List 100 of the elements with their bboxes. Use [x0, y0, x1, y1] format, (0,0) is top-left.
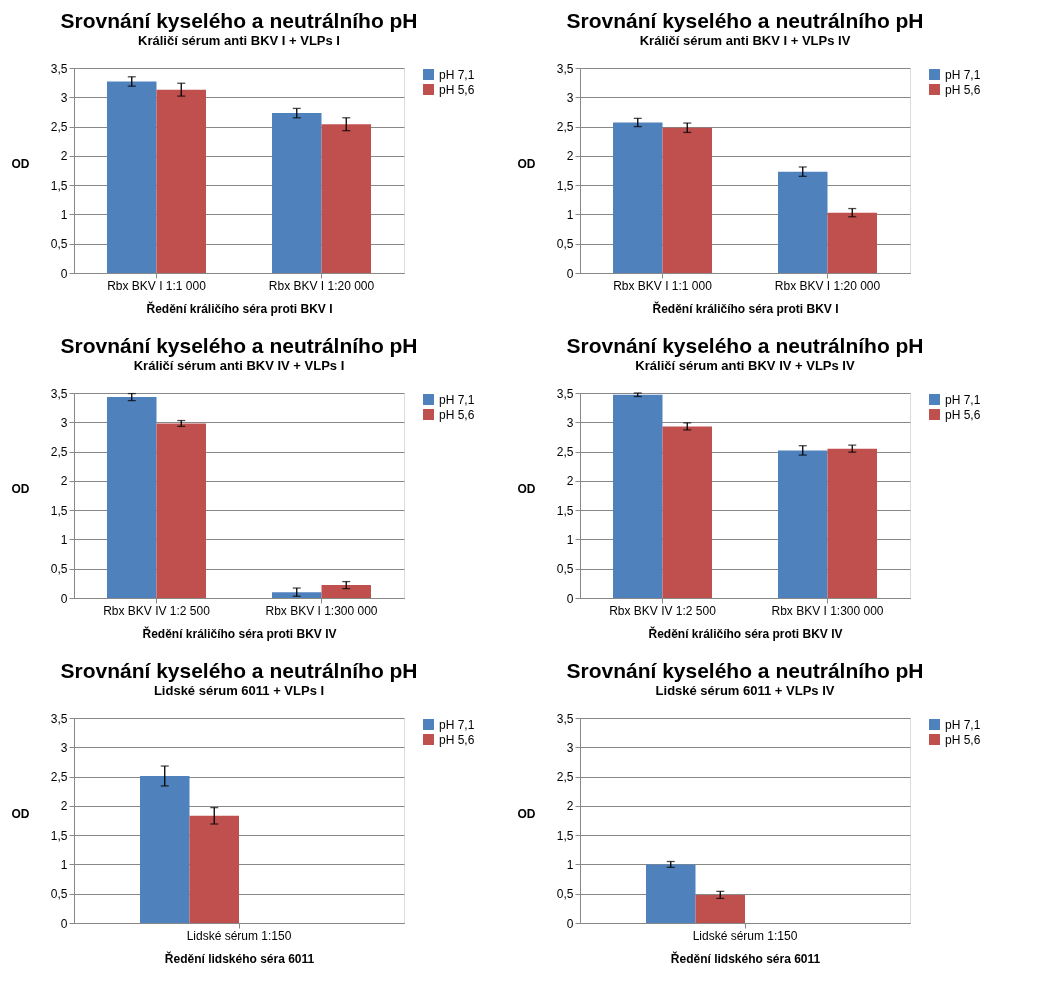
y-tick-label: 2,5 — [50, 120, 68, 135]
chart-title: Srovnání kyselého a neutrálního pH — [566, 334, 924, 357]
legend-label: pH 7,1 — [945, 392, 981, 407]
bar — [107, 397, 157, 598]
chart-title: Srovnání kyselého a neutrálního pH — [60, 9, 418, 32]
y-tick-label: 1 — [60, 207, 68, 222]
legend-label: pH 5,6 — [945, 82, 981, 97]
y-tick-label: 0,5 — [556, 237, 574, 252]
x-axis-title: Ředění králičího séra proti BKV I — [146, 300, 333, 316]
x-tick-label: Rbx BKV I 1:20 000 — [774, 278, 881, 293]
y-tick-label: 1 — [566, 857, 574, 872]
x-tick-label: Rbx BKV IV 1:2 500 — [609, 603, 717, 618]
legend-label: pH 7,1 — [439, 67, 475, 82]
chart-subtitle: Králičí sérum anti BKV I + VLPs IV — [639, 33, 851, 48]
legend-label: pH 7,1 — [945, 717, 981, 732]
y-tick-label: 2 — [60, 474, 68, 489]
y-tick-label: 1 — [566, 532, 574, 547]
y-tick-label: 2,5 — [556, 445, 574, 460]
y-tick-label: 0,5 — [50, 237, 68, 252]
chart-title: Srovnání kyselého a neutrálního pH — [566, 659, 924, 682]
x-tick-label: Rbx BKV I 1:20 000 — [268, 278, 375, 293]
y-tick-label: 1 — [60, 532, 68, 547]
chart-subtitle: Lidské sérum 6011 + VLPs I — [153, 683, 325, 698]
legend-label: pH 5,6 — [439, 407, 475, 422]
x-tick-label: Rbx BKV IV 1:2 500 — [103, 603, 211, 618]
y-tick-label: 3 — [60, 740, 68, 755]
y-tick-label: 1 — [60, 857, 68, 872]
y-tick-label: 3 — [566, 90, 574, 105]
y-tick-label: 1,5 — [50, 178, 68, 193]
bar — [156, 423, 206, 598]
y-axis-title: OD — [11, 482, 30, 496]
bar — [778, 450, 828, 598]
bar — [321, 585, 371, 598]
chart-title: Srovnání kyselého a neutrálního pH — [60, 659, 418, 682]
y-tick-label: 3,5 — [556, 386, 574, 401]
y-tick-label: 2,5 — [50, 445, 68, 460]
y-tick-label: 2,5 — [556, 120, 574, 135]
y-tick-label: 2,5 — [50, 770, 68, 785]
bar — [613, 122, 663, 273]
legend-label: pH 5,6 — [945, 732, 981, 747]
x-axis-title: Ředění králičího séra proti BKV I — [652, 300, 839, 316]
legend-label: pH 5,6 — [439, 732, 475, 747]
bar — [827, 448, 877, 598]
y-tick-label: 0 — [60, 916, 68, 931]
x-tick-label: Rbx BKV I 1:300 000 — [771, 603, 884, 618]
y-tick-label: 2,5 — [556, 770, 574, 785]
y-tick-label: 0 — [566, 591, 574, 606]
chart-subtitle: Králičí sérum anti BKV I + VLPs I — [138, 33, 340, 48]
y-tick-label: 1,5 — [556, 828, 574, 843]
x-tick-label: Lidské sérum 1:150 — [692, 928, 798, 943]
y-tick-label: 3,5 — [50, 61, 68, 76]
y-axis-title: OD — [517, 482, 536, 496]
y-tick-label: 0,5 — [556, 887, 574, 902]
bar — [613, 394, 663, 598]
y-tick-label: 0 — [60, 266, 68, 281]
y-tick-label: 1,5 — [50, 828, 68, 843]
legend-label: pH 5,6 — [439, 82, 475, 97]
x-axis-title: Ředění lidského séra 6011 — [164, 950, 315, 966]
x-tick-label: Rbx BKV I 1:300 000 — [265, 603, 378, 618]
y-tick-label: 1,5 — [556, 503, 574, 518]
bar — [107, 81, 157, 273]
bar — [662, 127, 712, 273]
chart-title: Srovnání kyselého a neutrálního pH — [60, 334, 418, 357]
x-tick-label: Rbx BKV I 1:1 000 — [107, 278, 207, 293]
y-tick-label: 0 — [566, 266, 574, 281]
chart-subtitle: Lidské sérum 6011 + VLPs IV — [655, 683, 835, 698]
y-tick-label: 1,5 — [556, 178, 574, 193]
y-axis-title: OD — [11, 157, 30, 171]
chart-subtitle: Králičí sérum anti BKV IV + VLPs IV — [635, 358, 855, 373]
y-tick-label: 3 — [566, 740, 574, 755]
y-axis-title: OD — [517, 157, 536, 171]
bar — [662, 426, 712, 598]
y-axis-title: OD — [11, 807, 30, 821]
legend-label: pH 5,6 — [945, 407, 981, 422]
legend-label: pH 7,1 — [439, 717, 475, 732]
bar — [827, 212, 877, 273]
x-tick-label: Rbx BKV I 1:1 000 — [613, 278, 713, 293]
x-tick-label: Lidské sérum 1:150 — [186, 928, 292, 943]
y-tick-label: 3 — [60, 90, 68, 105]
y-tick-label: 0,5 — [50, 887, 68, 902]
y-tick-label: 2 — [60, 149, 68, 164]
y-tick-label: 3 — [60, 415, 68, 430]
y-tick-label: 2 — [566, 474, 574, 489]
y-axis-title: OD — [517, 807, 536, 821]
bar — [272, 592, 322, 598]
y-tick-label: 2 — [566, 799, 574, 814]
y-tick-label: 3,5 — [556, 61, 574, 76]
chart-subtitle: Králičí sérum anti BKV IV + VLPs I — [133, 358, 345, 373]
y-tick-label: 3,5 — [50, 386, 68, 401]
legend-label: pH 7,1 — [945, 67, 981, 82]
chart-title: Srovnání kyselého a neutrálního pH — [566, 9, 924, 32]
y-tick-label: 3,5 — [556, 711, 574, 726]
x-axis-title: Ředění lidského séra 6011 — [670, 950, 821, 966]
bar — [156, 89, 206, 273]
y-tick-label: 3,5 — [50, 711, 68, 726]
bar — [321, 124, 371, 273]
x-axis-title: Ředění králičího séra proti BKV IV — [142, 625, 337, 641]
y-tick-label: 1,5 — [50, 503, 68, 518]
y-tick-label: 0,5 — [50, 562, 68, 577]
legend-label: pH 7,1 — [439, 392, 475, 407]
